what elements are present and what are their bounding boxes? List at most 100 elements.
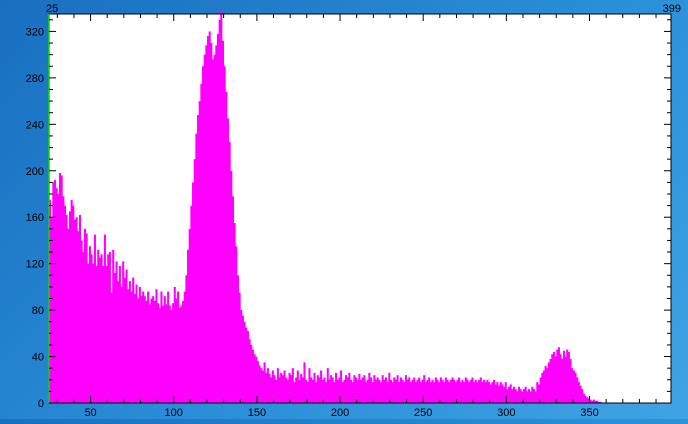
histogram-bar [328,379,331,403]
histogram-bar [112,249,115,403]
histogram-bar [125,269,128,403]
histogram-bar [258,365,261,403]
histogram-bar [128,281,131,403]
histogram-bar [444,377,447,403]
histogram-bar [451,377,454,403]
histogram-bar [552,351,555,403]
histogram-bar [406,379,409,403]
histogram-bar [384,377,388,403]
histogram-bar [150,298,153,403]
histogram-bar [524,386,527,403]
histogram-bar [158,307,161,403]
histogram-bar [55,188,58,403]
histogram-bar [559,354,562,403]
histogram-bar [213,54,216,403]
histogram-bar [283,370,286,403]
histogram-bar [102,265,105,403]
histogram-bar [140,296,143,403]
histogram-bar [265,372,268,403]
histogram-bar [206,36,210,404]
histogram-bar [157,303,160,403]
histogram-bar [413,377,416,403]
histogram-bar [369,377,373,403]
histogram-bar [388,372,391,403]
histogram-bar [127,289,130,403]
histogram-bar [316,375,319,403]
histogram-bar [53,180,57,403]
histogram-bar [361,377,364,403]
histogram-bar [143,296,146,403]
histogram-bar [260,368,263,403]
histogram-bar [511,389,514,403]
histogram-bar [481,382,484,403]
histogram-bar [423,375,426,403]
histogram-bar [182,300,185,403]
histogram-bar [456,379,459,403]
y-tick-label: 200 [26,166,44,178]
histogram-bar [478,379,481,403]
histogram-bar [296,370,299,403]
histogram-bar [564,356,567,403]
histogram-bar [122,261,125,403]
histogram-bar [383,379,386,403]
histogram-bar [160,291,163,403]
histogram-bar [230,170,233,403]
histogram-bar [68,211,72,403]
histogram-bar [256,361,259,403]
histogram-bar [403,382,406,403]
histogram-bar [399,377,402,403]
histogram-bar [65,214,68,403]
histogram-bar [306,382,309,403]
histogram-bar [251,349,254,403]
histogram-bar [503,386,506,403]
histogram-bar [574,372,577,403]
histogram-bar [421,379,424,403]
histogram-bar [270,377,273,403]
histogram-bar [506,389,509,403]
histogram-bar [175,298,178,403]
histogram-bar [592,399,595,403]
histogram-bar [240,310,243,403]
histogram-bar [557,347,560,403]
histogram-bar [183,291,186,403]
histogram-bar [77,231,80,403]
histogram-bar [133,293,136,403]
histogram-bar [340,370,343,403]
histogram-bar [107,254,110,403]
x-tick-label: 100 [165,407,183,419]
histogram-bar [458,377,461,403]
histogram-bar [353,375,356,403]
histogram-bar [351,382,354,403]
histogram-bar [360,379,363,403]
histogram-bar [281,375,284,403]
histogram-bar [63,205,67,403]
histogram-bar [78,214,81,403]
histogram-bar [355,377,358,403]
histogram-bar [453,379,456,403]
histogram-bar [192,182,195,403]
histogram-bar [569,358,572,403]
histogram-bar [522,389,526,403]
histogram-bar [527,389,531,403]
histogram-bar [318,377,321,403]
histogram-bar [567,351,570,403]
histogram-bar [255,356,258,403]
histogram-bar [439,377,442,403]
histogram-bar [280,372,283,403]
histogram-bar [330,375,333,403]
histogram-bar [411,379,414,403]
histogram-bar [493,379,496,403]
histogram-bar [135,284,138,403]
histogram-bar [582,393,585,403]
histogram-bar [426,379,429,403]
histogram-bar [544,365,547,403]
histogram-bar [313,372,316,403]
histogram-bar [235,246,238,403]
histogram-bar [521,391,524,403]
histogram-bar [132,277,135,403]
histogram-bar [323,377,326,403]
histogram-bar [596,400,599,403]
histogram-bar [58,173,62,403]
histogram-bar [120,286,123,403]
